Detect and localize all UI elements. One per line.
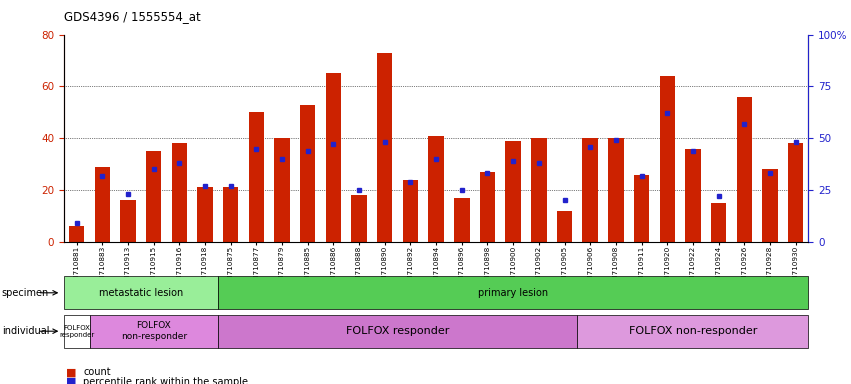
Bar	[377, 53, 392, 242]
Bar	[762, 169, 778, 242]
Bar	[403, 180, 418, 242]
Bar	[505, 141, 521, 242]
Bar	[685, 149, 700, 242]
Bar	[94, 167, 110, 242]
Bar	[274, 138, 290, 242]
Bar	[428, 136, 444, 242]
Text: FOLFOX
non-responder: FOLFOX non-responder	[121, 321, 186, 341]
Bar	[197, 187, 213, 242]
Text: FOLFOX
responder: FOLFOX responder	[59, 325, 94, 338]
Bar	[660, 76, 675, 242]
Text: FOLFOX non-responder: FOLFOX non-responder	[629, 326, 757, 336]
Text: ■: ■	[66, 377, 77, 384]
Bar	[531, 138, 546, 242]
Text: specimen: specimen	[2, 288, 49, 298]
Bar	[608, 138, 624, 242]
Bar	[223, 187, 238, 242]
Bar	[454, 198, 470, 242]
Bar	[737, 97, 752, 242]
Bar	[300, 104, 316, 242]
Bar	[326, 73, 341, 242]
Bar	[634, 175, 649, 242]
Bar	[120, 200, 135, 242]
Bar	[480, 172, 495, 242]
Text: primary lesion: primary lesion	[478, 288, 548, 298]
Bar	[582, 138, 598, 242]
Text: count: count	[83, 367, 111, 377]
Text: FOLFOX responder: FOLFOX responder	[346, 326, 449, 336]
Bar	[172, 144, 187, 242]
Text: metastatic lesion: metastatic lesion	[99, 288, 183, 298]
Bar	[711, 203, 726, 242]
Bar	[248, 113, 264, 242]
Bar	[788, 144, 803, 242]
Bar	[351, 195, 367, 242]
Bar	[146, 151, 162, 242]
Bar	[69, 227, 84, 242]
Text: individual: individual	[2, 326, 49, 336]
Text: ■: ■	[66, 367, 77, 377]
Text: GDS4396 / 1555554_at: GDS4396 / 1555554_at	[64, 10, 201, 23]
Text: percentile rank within the sample: percentile rank within the sample	[83, 377, 248, 384]
Bar	[557, 211, 572, 242]
